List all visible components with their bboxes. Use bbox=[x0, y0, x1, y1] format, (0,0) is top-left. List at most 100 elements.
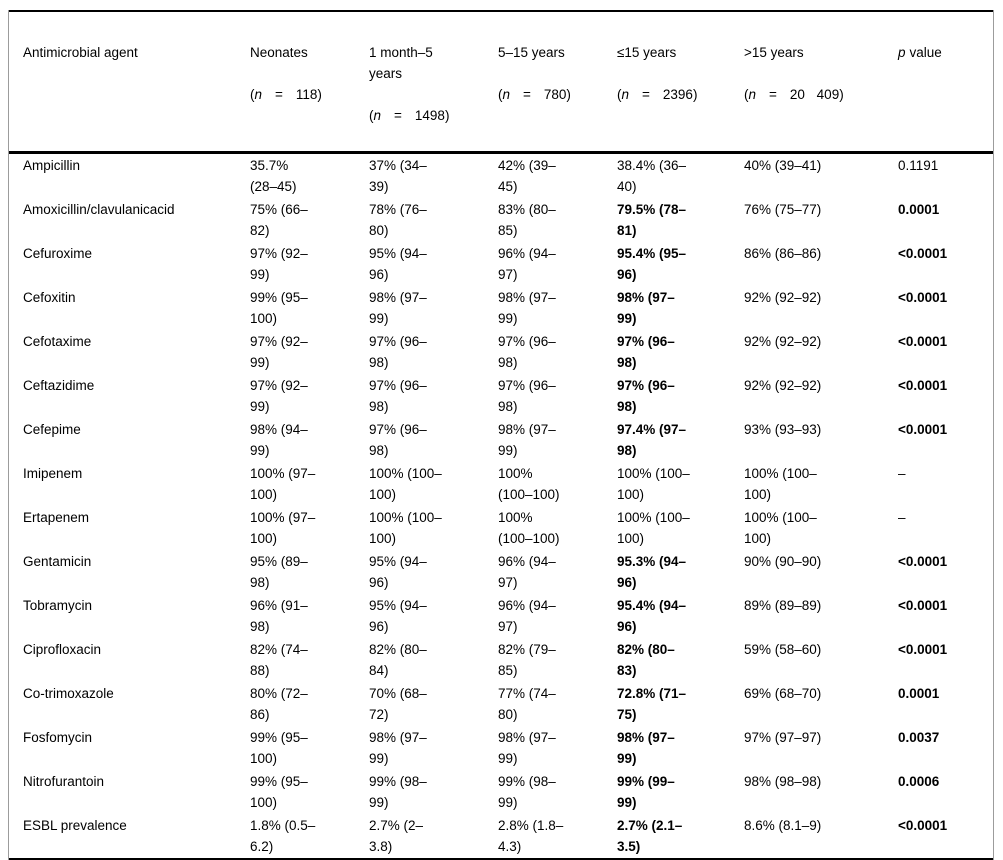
neonates-value-cell: 98% (94– 99) bbox=[250, 422, 308, 458]
gt15years-value-cell: 8.6% (8.1–9) bbox=[744, 818, 822, 833]
le15years-value-cell: 97% (96– 98) bbox=[617, 334, 675, 370]
table-row: Fosfomycin 99% (95– 100) 98% (97– 99) 98… bbox=[9, 726, 993, 770]
table-row: Cefuroxime 97% (92– 99) 95% (94– 96) 96%… bbox=[9, 242, 993, 286]
agent-cell: Cefepime bbox=[23, 422, 81, 437]
paren: ( bbox=[498, 87, 503, 102]
table-row: Cefoxitin 99% (95– 100) 98% (97– 99) 98%… bbox=[9, 286, 993, 330]
5-15years-value-cell: 96% (94– 97) bbox=[498, 598, 556, 634]
le15years-value-cell: 79.5% (78– 81) bbox=[617, 202, 687, 238]
le15years-value-cell: 95.4% (95– 96) bbox=[617, 246, 687, 282]
5-15years-value-cell: 42% (39– 45) bbox=[498, 158, 556, 194]
column-label: ≤15 years bbox=[617, 45, 677, 60]
5-15years-value-cell: 99% (98– 99) bbox=[498, 774, 556, 810]
sample-size: (n = 1498) bbox=[369, 105, 476, 126]
column-label: Antimicrobial agent bbox=[23, 45, 138, 60]
table-header: Antimicrobial agent Neonates (n = 118) 1 m… bbox=[9, 11, 993, 154]
column-header-p-value: p value bbox=[884, 11, 993, 154]
gt15years-value-cell: 97% (97–97) bbox=[744, 730, 822, 745]
p-value-cell: 0.0001 bbox=[898, 202, 940, 217]
paren: ( bbox=[617, 87, 622, 102]
1month-5years-value-cell: 97% (96– 98) bbox=[369, 378, 427, 414]
table-row: Gentamicin 95% (89– 98) 95% (94– 96) 96%… bbox=[9, 550, 993, 594]
n-value: 780) bbox=[543, 87, 571, 102]
5-15years-value-cell: 98% (97– 99) bbox=[498, 730, 556, 766]
le15years-value-cell: 72.8% (71– 75) bbox=[617, 686, 687, 722]
equals-sign: = bbox=[523, 87, 531, 102]
table-row: Ceftazidime 97% (92– 99) 97% (96– 98) 97… bbox=[9, 374, 993, 418]
neonates-value-cell: 97% (92– 99) bbox=[250, 334, 308, 370]
paren: ( bbox=[250, 87, 255, 102]
page: Antimicrobial agent Neonates (n = 118) 1 m… bbox=[8, 10, 994, 860]
table-row: Ampicillin 35.7% (28–45) 37% (34– 39) 42… bbox=[9, 153, 993, 199]
agent-cell: Ceftazidime bbox=[23, 378, 95, 393]
le15years-value-cell: 98% (97– 99) bbox=[617, 290, 675, 326]
1month-5years-value-cell: 78% (76– 80) bbox=[369, 202, 427, 238]
5-15years-value-cell: 97% (96– 98) bbox=[498, 334, 556, 370]
p-value-cell: <0.0001 bbox=[898, 422, 948, 437]
gt15years-value-cell: 90% (90–90) bbox=[744, 554, 822, 569]
p-value-cell: <0.0001 bbox=[898, 378, 948, 393]
column-label: 5–15 years bbox=[498, 45, 565, 60]
p-value-cell: <0.0001 bbox=[898, 290, 948, 305]
5-15years-value-cell: 98% (97– 99) bbox=[498, 290, 556, 326]
agent-cell: Co-trimoxazole bbox=[23, 686, 114, 701]
n-value: 1498) bbox=[414, 108, 450, 123]
neonates-value-cell: 100% (97– 100) bbox=[250, 510, 316, 546]
1month-5years-value-cell: 82% (80– 84) bbox=[369, 642, 427, 678]
column-label: 1 month–5 years bbox=[369, 45, 433, 81]
table-row: ESBL prevalence 1.8% (0.5– 6.2) 2.7% (2–… bbox=[9, 814, 993, 859]
n-value: 20 409) bbox=[789, 87, 844, 102]
1month-5years-value-cell: 97% (96– 98) bbox=[369, 334, 427, 370]
le15years-value-cell: 2.7% (2.1– 3.5) bbox=[617, 818, 683, 854]
agent-cell: Fosfomycin bbox=[23, 730, 93, 745]
5-15years-value-cell: 96% (94– 97) bbox=[498, 554, 556, 590]
agent-cell: Gentamicin bbox=[23, 554, 92, 569]
sample-size: (n = 20 409) bbox=[744, 84, 876, 105]
p-value-cell: <0.0001 bbox=[898, 642, 948, 657]
p-value-cell: <0.0001 bbox=[898, 246, 948, 261]
p-value-cell: <0.0001 bbox=[898, 334, 948, 349]
1month-5years-value-cell: 100% (100– 100) bbox=[369, 510, 442, 546]
1month-5years-value-cell: 70% (68– 72) bbox=[369, 686, 427, 722]
5-15years-value-cell: 97% (96– 98) bbox=[498, 378, 556, 414]
column-label: >15 years bbox=[744, 45, 804, 60]
neonates-value-cell: 99% (95– 100) bbox=[250, 774, 308, 810]
5-15years-value-cell: 77% (74– 80) bbox=[498, 686, 556, 722]
gt15years-value-cell: 40% (39–41) bbox=[744, 158, 822, 173]
p-value-cell: <0.0001 bbox=[898, 818, 948, 833]
le15years-value-cell: 97.4% (97– 98) bbox=[617, 422, 687, 458]
equals-sign: = bbox=[394, 108, 402, 123]
le15years-value-cell: 95.3% (94– 96) bbox=[617, 554, 687, 590]
1month-5years-value-cell: 2.7% (2– 3.8) bbox=[369, 818, 424, 854]
antimicrobial-susceptibility-table: Antimicrobial agent Neonates (n = 118) 1 m… bbox=[9, 10, 993, 860]
neonates-value-cell: 99% (95– 100) bbox=[250, 730, 308, 766]
le15years-value-cell: 95.4% (94– 96) bbox=[617, 598, 687, 634]
table-row: Co-trimoxazole 80% (72– 86) 70% (68– 72)… bbox=[9, 682, 993, 726]
1month-5years-value-cell: 100% (100– 100) bbox=[369, 466, 442, 502]
gt15years-value-cell: 89% (89–89) bbox=[744, 598, 822, 613]
table-row: Cefepime 98% (94– 99) 97% (96– 98) 98% (… bbox=[9, 418, 993, 462]
column-header-gt15years: >15 years (n = 20 409) bbox=[730, 11, 884, 154]
agent-cell: Ciprofloxacin bbox=[23, 642, 102, 657]
column-label: value bbox=[909, 45, 942, 60]
le15years-value-cell: 100% (100– 100) bbox=[617, 466, 690, 502]
1month-5years-value-cell: 97% (96– 98) bbox=[369, 422, 427, 458]
1month-5years-value-cell: 95% (94– 96) bbox=[369, 598, 427, 634]
p-value-cell: – bbox=[898, 510, 906, 525]
p-value-cell: 0.0006 bbox=[898, 774, 940, 789]
1month-5years-value-cell: 98% (97– 99) bbox=[369, 290, 427, 326]
agent-cell: Cefoxitin bbox=[23, 290, 76, 305]
5-15years-value-cell: 96% (94– 97) bbox=[498, 246, 556, 282]
column-header-le15years: ≤15 years (n = 2396) bbox=[603, 11, 730, 154]
1month-5years-value-cell: 95% (94– 96) bbox=[369, 246, 427, 282]
equals-sign: = bbox=[642, 87, 650, 102]
table-row: Cefotaxime 97% (92– 99) 97% (96– 98) 97%… bbox=[9, 330, 993, 374]
1month-5years-value-cell: 98% (97– 99) bbox=[369, 730, 427, 766]
1month-5years-value-cell: 95% (94– 96) bbox=[369, 554, 427, 590]
neonates-value-cell: 82% (74– 88) bbox=[250, 642, 308, 678]
table-row: Ciprofloxacin 82% (74– 88) 82% (80– 84) … bbox=[9, 638, 993, 682]
neonates-value-cell: 96% (91– 98) bbox=[250, 598, 308, 634]
table-row: Tobramycin 96% (91– 98) 95% (94– 96) 96%… bbox=[9, 594, 993, 638]
5-15years-value-cell: 100% (100–100) bbox=[498, 510, 560, 546]
agent-cell: Cefuroxime bbox=[23, 246, 93, 261]
